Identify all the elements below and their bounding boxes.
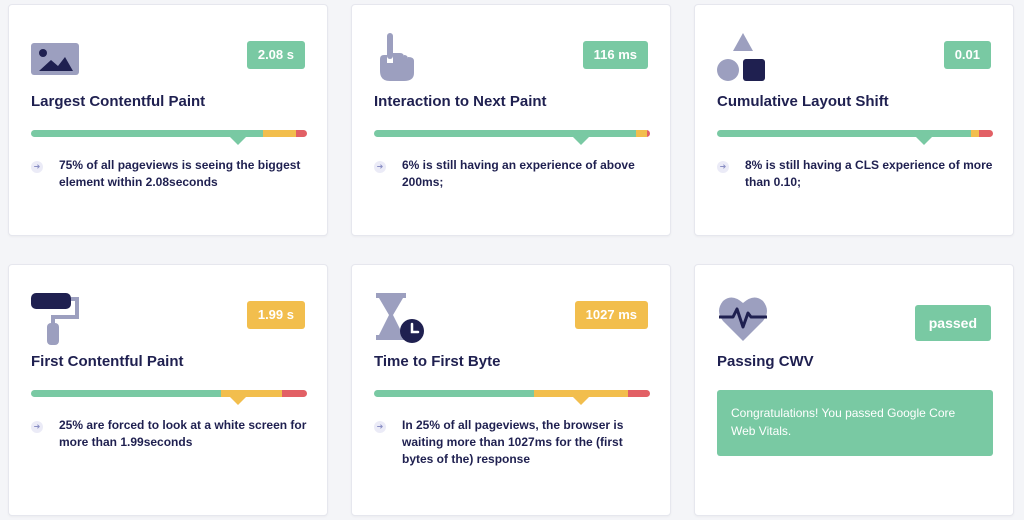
lcp-card: 2.08 s Largest Contentful Paint ➜ 75% of…	[8, 4, 328, 236]
poor-segment	[979, 130, 993, 137]
needs-improvement-segment	[636, 130, 648, 137]
cwv-passed-badge: passed	[914, 305, 991, 341]
arrow-right-icon: ➜	[374, 421, 386, 433]
cwv-title: Passing CWV	[717, 353, 814, 370]
fcp-card: 1.99 s First Contentful Paint ➜ 25% are …	[8, 264, 328, 516]
cls-description: ➜ 8% is still having a CLS experience of…	[717, 157, 993, 191]
arrow-right-icon: ➜	[31, 421, 43, 433]
arrow-right-icon: ➜	[374, 161, 386, 173]
inp-card: 116 ms Interaction to Next Paint ➜ 6% is…	[351, 4, 671, 236]
pointing-hand-icon	[374, 33, 426, 85]
fcp-distribution-bar	[31, 390, 307, 397]
hourglass-clock-icon	[374, 293, 426, 345]
lcp-description-text: 75% of all pageviews is seeing the bigge…	[59, 158, 301, 189]
congratulations-message: Congratulations! You passed Google Core …	[717, 390, 993, 456]
good-segment	[717, 130, 971, 137]
lcp-title: Largest Contentful Paint	[31, 93, 206, 110]
inp-description-text: 6% is still having an experience of abov…	[402, 158, 635, 189]
image-icon	[31, 33, 83, 85]
percentile-pointer	[230, 397, 246, 405]
cls-badge: 0.01	[943, 41, 991, 69]
arrow-right-icon: ➜	[717, 161, 729, 173]
arrow-right-icon: ➜	[31, 161, 43, 173]
needs-improvement-segment	[970, 130, 980, 137]
needs-improvement-segment	[534, 390, 628, 397]
percentile-pointer	[573, 137, 589, 145]
needs-improvement-segment	[221, 390, 283, 397]
percentile-pointer	[573, 397, 589, 405]
shapes-icon	[717, 33, 769, 85]
poor-segment	[282, 390, 307, 397]
fcp-badge: 1.99 s	[246, 301, 305, 329]
ttfb-card: 1027 ms Time to First Byte ➜ In 25% of a…	[351, 264, 671, 516]
ttfb-description: ➜ In 25% of all pageviews, the browser i…	[374, 417, 650, 468]
poor-segment	[295, 130, 307, 137]
ttfb-title: Time to First Byte	[374, 353, 501, 370]
good-segment	[31, 390, 222, 397]
percentile-pointer	[916, 137, 932, 145]
needs-improvement-segment	[262, 130, 296, 137]
good-segment	[374, 390, 535, 397]
cls-title: Cumulative Layout Shift	[717, 93, 889, 110]
fcp-title: First Contentful Paint	[31, 353, 184, 370]
fcp-description-text: 25% are forced to look at a white screen…	[59, 418, 307, 449]
fcp-description: ➜ 25% are forced to look at a white scre…	[31, 417, 307, 451]
inp-description: ➜ 6% is still having an experience of ab…	[374, 157, 650, 191]
ttfb-badge: 1027 ms	[574, 301, 648, 329]
good-segment	[374, 130, 637, 137]
lcp-description: ➜ 75% of all pageviews is seeing the big…	[31, 157, 307, 191]
cls-description-text: 8% is still having a CLS experience of m…	[745, 158, 993, 189]
percentile-pointer	[230, 137, 246, 145]
heart-pulse-icon	[717, 293, 769, 345]
poor-segment	[627, 390, 650, 397]
inp-title: Interaction to Next Paint	[374, 93, 547, 110]
ttfb-distribution-bar	[374, 390, 650, 397]
good-segment	[31, 130, 263, 137]
lcp-badge: 2.08 s	[246, 41, 305, 69]
inp-distribution-bar	[374, 130, 650, 137]
poor-segment	[647, 130, 650, 137]
lcp-distribution-bar	[31, 130, 307, 137]
inp-badge: 116 ms	[582, 41, 648, 69]
cls-card: 0.01 Cumulative Layout Shift ➜ 8% is sti…	[694, 4, 1014, 236]
ttfb-description-text: In 25% of all pageviews, the browser is …	[402, 418, 624, 466]
cls-distribution-bar	[717, 130, 993, 137]
cwv-card: passed Passing CWV Congratulations! You …	[694, 264, 1014, 516]
paint-roller-icon	[31, 293, 83, 345]
